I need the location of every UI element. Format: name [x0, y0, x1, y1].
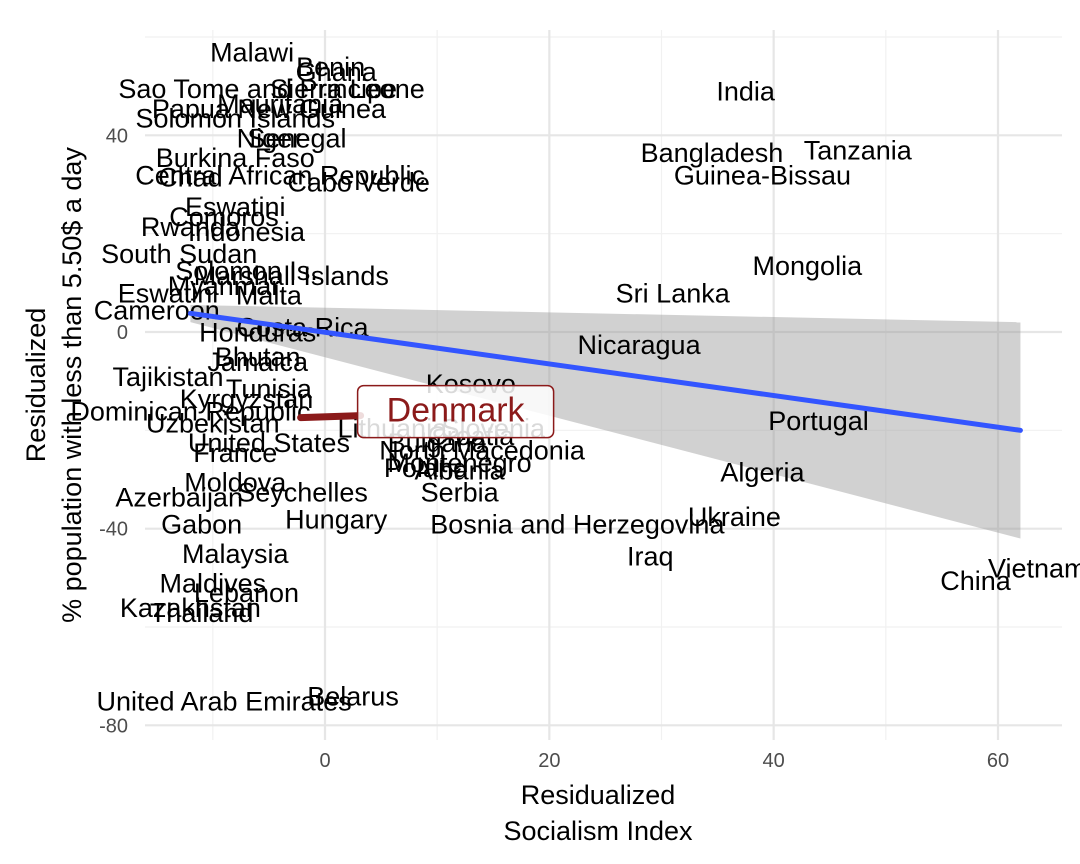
point-label: Malawi [210, 37, 294, 67]
point-label: Bosnia and Herzegovina [430, 509, 725, 539]
point-label: Thailand [150, 598, 254, 628]
axis-titles: Residualized Socialism Index Residualized%… [21, 147, 693, 846]
x-tick-label: 20 [538, 750, 560, 772]
point-label: Montenegro [388, 448, 532, 478]
point-label: Comoros [169, 202, 279, 232]
point-label: France [193, 438, 277, 468]
point-label: Indonesia [188, 217, 306, 247]
point-label: Gabon [161, 509, 242, 539]
point-label: Uzbekistan [146, 409, 280, 439]
point-label: Poland [384, 453, 468, 483]
point-label: United States [188, 428, 350, 458]
highlight-group: Denmark [297, 384, 555, 439]
x-axis-title: Socialism Index [503, 816, 693, 846]
point-label: Central African Republic [135, 160, 425, 190]
x-tick-label: 60 [987, 750, 1009, 772]
point-label: Eswatini [118, 278, 219, 308]
point-label: Jamaica [207, 347, 309, 377]
point-label: Tanzania [804, 136, 913, 166]
point-label: Portugal [768, 406, 869, 436]
point-label: Algeria [720, 458, 805, 488]
grid [145, 30, 1062, 740]
point-label: North Macedonia [379, 436, 586, 466]
y-tick-label: 40 [106, 125, 128, 147]
point-label: Papua New Guinea [152, 94, 387, 124]
point-label: Ghana [296, 57, 378, 87]
point-label: China [940, 566, 1012, 596]
y-tick-label: 0 [117, 322, 128, 344]
fit-line-group [187, 310, 1023, 433]
point-label: Malaysia [182, 539, 290, 569]
y-axis-title: % population with less than 5.50$ a day [57, 147, 87, 623]
highlight-connector [297, 412, 365, 422]
point-label: Chad [158, 163, 223, 193]
point-label: Iraq [627, 541, 674, 571]
x-axis-title: Residualized [521, 780, 676, 810]
point-label: Kazakhstan [120, 593, 261, 623]
tick-labels: 0 20 40 60 -80 -40 0 40 [99, 125, 1009, 772]
point-label: Bhutan [215, 342, 301, 372]
point-label: Serbia [421, 477, 500, 507]
point-label: India [716, 77, 776, 107]
point-label: Solomon Is. [175, 256, 318, 286]
point-label: Bangladesh [641, 138, 784, 168]
point-label: Cameroon [94, 295, 220, 325]
point-label: Eswatini [185, 192, 286, 222]
point-label: Seychelles [237, 477, 368, 507]
point-label: Mauritania [217, 89, 344, 119]
point-label: Tunisia [226, 374, 313, 404]
point-label: Hungary [285, 504, 388, 534]
highlight-label-box [356, 384, 555, 439]
confidence-band-area [190, 304, 1021, 539]
point-label: Benin [296, 52, 365, 82]
point-label: Ukraine [688, 502, 781, 532]
point-label: Myanmar [168, 271, 281, 301]
point-label: Niger [237, 123, 302, 153]
y-axis-title: Residualized [21, 308, 51, 463]
point-label: Rwanda [141, 212, 241, 242]
x-tick-label: 0 [319, 750, 330, 772]
highlight-label: Denmark [387, 392, 526, 430]
point-label: Tajikistan [112, 362, 223, 392]
point-label: Azerbaijan [115, 482, 243, 512]
x-tick-label: 40 [763, 750, 785, 772]
confidence-band [190, 304, 1021, 539]
point-label: Sierra Leone [270, 74, 425, 104]
point-label: Belarus [307, 681, 399, 711]
point-label: Maldives [160, 568, 267, 598]
point-label: Sri Lanka [616, 278, 731, 308]
point-label: Guinea-Bissau [674, 160, 851, 190]
point-label: Albania [415, 455, 506, 485]
point-label: Burkina Faso [156, 143, 315, 173]
point-label: United Arab Emirates [96, 686, 351, 716]
point-label: South Sudan [101, 239, 257, 269]
y-tick-label: -40 [99, 519, 128, 541]
point-label: Lebanon [194, 578, 299, 608]
point-label: Mongolia [753, 251, 864, 281]
point-label: Malta [236, 281, 303, 311]
point-label: Solomon Islands [135, 104, 335, 134]
point-label: Dominican Republic [70, 396, 310, 426]
y-tick-label: -80 [99, 715, 128, 737]
point-label: Senegal [247, 123, 346, 153]
point-label: Kyrgyzstan [180, 384, 314, 414]
point-label: Sao Tome and Principe [118, 74, 397, 104]
point-label: Vietnam [988, 554, 1080, 584]
point-label: Cabo Verde [287, 168, 430, 198]
fit-line [187, 310, 1023, 433]
point-label: Moldova [184, 468, 287, 498]
point-label: Nicaragua [578, 330, 702, 360]
point-label: Marshall Islands [194, 261, 389, 291]
